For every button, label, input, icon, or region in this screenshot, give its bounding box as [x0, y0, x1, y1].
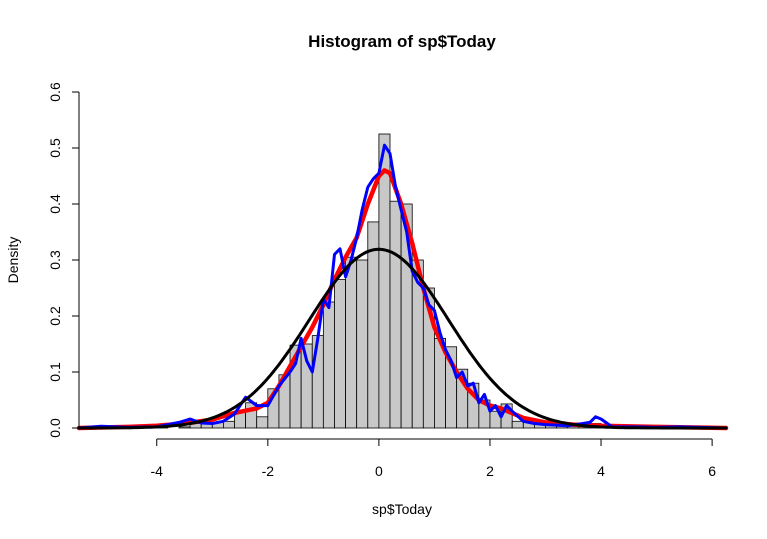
- histogram-bar: [367, 221, 380, 429]
- histogram-bar: [389, 200, 402, 429]
- x-tick-label: 4: [597, 463, 605, 479]
- y-tick-label: 0.6: [47, 82, 63, 102]
- y-axis-label: Density: [5, 237, 21, 284]
- normal-density-line: [77, 247, 728, 430]
- x-axis: -4 -2 0 2 4 6: [151, 438, 716, 479]
- kernel-density-line: [77, 143, 728, 430]
- y-tick-label: 0.2: [47, 306, 63, 326]
- histogram-bar: [511, 420, 524, 429]
- density-curves: [76, 143, 729, 431]
- histogram-bar: [345, 256, 358, 429]
- y-axis: 0.0 0.1 0.2 0.3 0.4 0.5 0.6: [47, 82, 80, 438]
- x-axis-label: sp$Today: [372, 501, 432, 517]
- x-tick-label: 2: [486, 463, 494, 479]
- histogram-bar: [311, 335, 324, 429]
- histogram-bar: [334, 279, 346, 429]
- histogram-bar: [378, 133, 391, 429]
- y-tick-label: 0.5: [47, 138, 63, 158]
- y-tick-label: 0.0: [47, 418, 63, 438]
- x-tick-label: -2: [262, 463, 275, 479]
- y-tick-label: 0.3: [47, 250, 63, 270]
- y-tick-label: 0.1: [47, 362, 63, 382]
- histogram-bar: [178, 426, 191, 429]
- chart-title: Histogram of sp$Today: [308, 32, 496, 51]
- x-tick-label: 0: [375, 463, 383, 479]
- x-tick-label: 6: [708, 463, 716, 479]
- histogram-bar: [322, 301, 335, 429]
- histogram-bar: [356, 259, 369, 429]
- histogram-bar: [256, 416, 269, 429]
- histogram-bars: [89, 133, 713, 429]
- histogram-bar: [222, 420, 235, 429]
- x-tick-label: -4: [151, 463, 164, 479]
- y-tick-label: 0.4: [47, 194, 63, 214]
